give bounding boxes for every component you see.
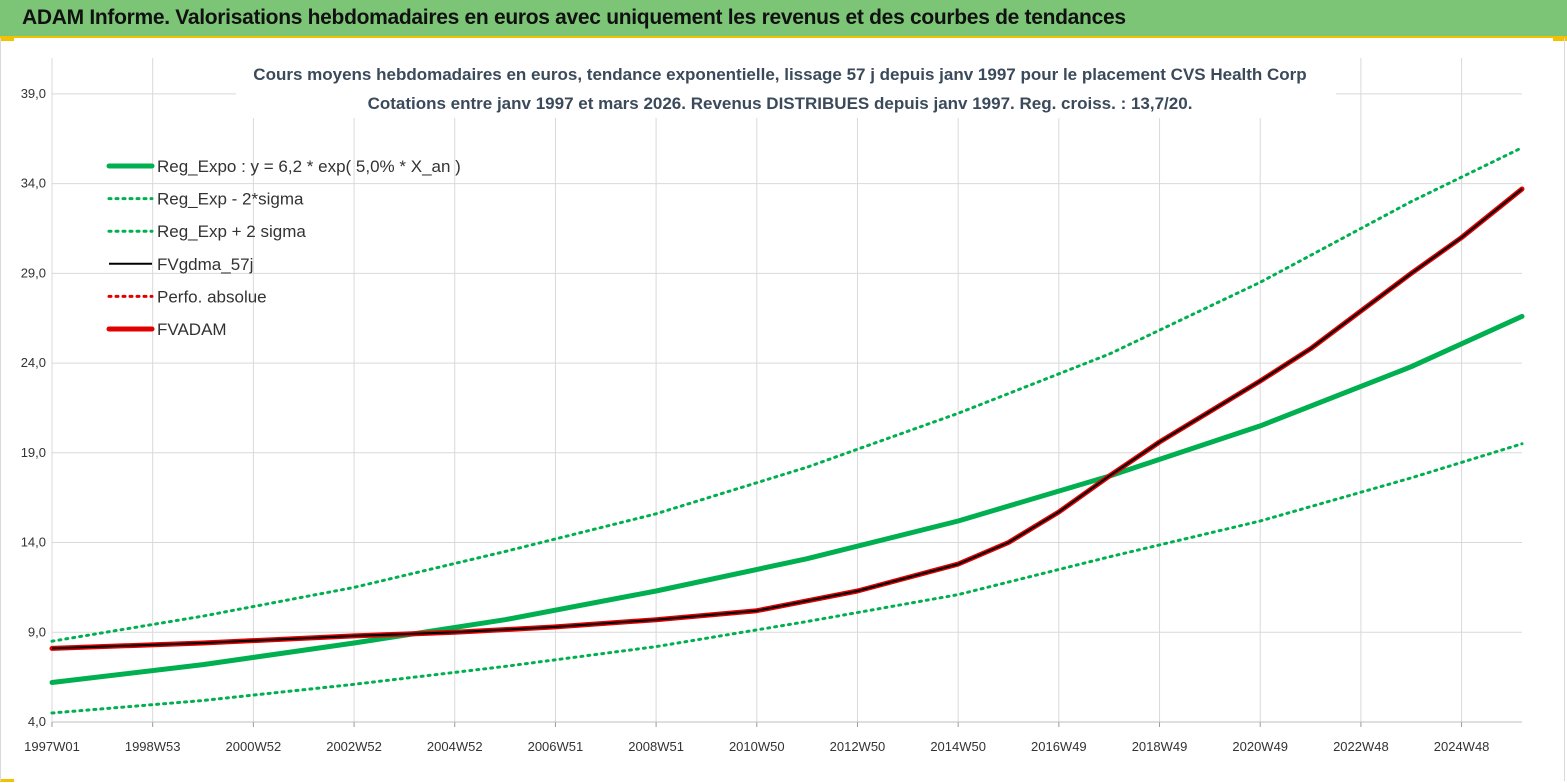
x-tick-label: 2016W49 (1031, 739, 1087, 754)
x-tick-label: 2010W50 (729, 739, 785, 754)
legend-label: Reg_Exp + 2 sigma (157, 222, 306, 241)
series-line-2 (50, 146, 1524, 643)
y-tick-label: 14,0 (21, 535, 46, 550)
series-line-1 (50, 442, 1524, 715)
y-tick-label: 19,0 (21, 445, 46, 460)
legend-label: Perfo. absolue (157, 287, 267, 306)
page-header: ADAM Informe. Valorisations hebdomadaire… (0, 0, 1567, 38)
axis-layer: 4,0 9,0 14,0 19,0 24,0 29,0 34,0 39,0 1997W01 199… (21, 86, 1522, 754)
x-tick-label: 2000W52 (226, 739, 282, 754)
y-tick-label: 4,0 (28, 714, 46, 729)
chart-frame (0, 38, 1565, 781)
x-tick-label: 2006W51 (528, 739, 584, 754)
y-tick-label: 9,0 (28, 624, 46, 639)
corner-mark-top-left (0, 38, 14, 41)
x-tick-label: 2004W52 (427, 739, 483, 754)
chart-subtitle: Cotations entre janv 1997 et mars 2026. … (368, 94, 1193, 113)
legend-label: FVADAM (157, 320, 227, 339)
legend: Reg_Expo : y = 6,2 * exp( 5,0% * X_an ) R… (106, 157, 461, 339)
corner-mark-bottom-left (0, 779, 14, 782)
series-line-3 (51, 188, 1523, 650)
y-tick-label: 29,0 (21, 265, 46, 280)
legend-label: Reg_Exp - 2*sigma (157, 190, 304, 209)
y-tick-label: 39,0 (21, 86, 46, 101)
x-tick-label: 1997W01 (24, 739, 80, 754)
title-background (236, 56, 1336, 118)
series-line-0 (49, 313, 1525, 685)
x-tick-label: 2002W52 (326, 739, 382, 754)
corner-mark-top-right (1553, 38, 1567, 41)
x-tick-label: 2008W51 (628, 739, 684, 754)
chart-title: Cours moyens hebdomadaires en euros, ten… (253, 65, 1306, 84)
y-tick-label: 34,0 (21, 176, 46, 191)
legend-label: Reg_Expo : y = 6,2 * exp( 5,0% * X_an ) (157, 157, 461, 176)
series-line-5 (49, 186, 1525, 651)
chart-title-block: Cours moyens hebdomadaires en euros, ten… (236, 56, 1336, 118)
x-tick-label: 2024W48 (1434, 739, 1490, 754)
x-tick-label: 2012W50 (830, 739, 886, 754)
series-layer (49, 146, 1525, 715)
x-tick-label: 2018W49 (1132, 739, 1188, 754)
legend-label: FVgdma_57j (157, 255, 253, 274)
y-tick-label: 24,0 (21, 355, 46, 370)
x-tick-label: 2014W50 (930, 739, 986, 754)
page-title: ADAM Informe. Valorisations hebdomadaire… (22, 6, 1126, 29)
x-tick-label: 2020W49 (1232, 739, 1288, 754)
x-tick-label: 2022W48 (1333, 739, 1389, 754)
x-tick-label: 1998W53 (125, 739, 181, 754)
